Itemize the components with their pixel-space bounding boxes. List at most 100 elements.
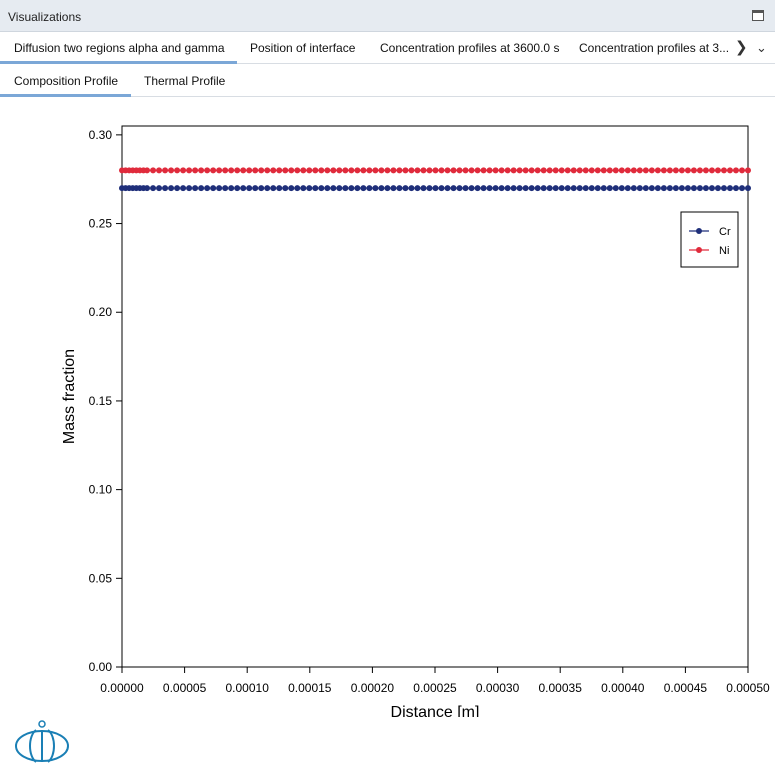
data-point-cr: [294, 185, 301, 192]
data-point-cr: [678, 185, 685, 192]
data-point-ni: [174, 167, 181, 174]
data-point-ni: [606, 167, 613, 174]
x-tick-label: 0.00020: [351, 681, 395, 695]
data-point-ni: [210, 167, 217, 174]
tab-concentration-profiles-3[interactable]: Concentration profiles at 3...: [579, 41, 730, 55]
y-tick-label: 0.00: [89, 660, 113, 674]
x-axis-label: Distance [m]: [391, 704, 480, 717]
x-tick-label: 0.00030: [476, 681, 520, 695]
data-point-cr: [318, 185, 325, 192]
data-point-cr: [258, 185, 265, 192]
data-point-ni: [444, 167, 451, 174]
data-point-cr: [162, 185, 169, 192]
data-point-cr: [144, 185, 151, 192]
data-point-cr: [660, 185, 667, 192]
x-tick-label: 0.00050: [726, 681, 770, 695]
app-logo: [14, 720, 72, 771]
data-point-ni: [384, 167, 391, 174]
data-point-cr: [450, 185, 457, 192]
data-point-cr: [588, 185, 595, 192]
data-point-cr: [738, 185, 745, 192]
data-point-cr: [745, 185, 751, 192]
data-point-ni: [378, 167, 385, 174]
tab-position-of-interface[interactable]: Position of interface: [250, 41, 356, 55]
maximize-icon[interactable]: [752, 10, 764, 21]
data-point-cr: [402, 185, 409, 192]
data-point-ni: [288, 167, 295, 174]
chevron-down-icon[interactable]: ⌄: [756, 40, 767, 55]
data-point-cr: [204, 185, 211, 192]
data-point-cr: [312, 185, 319, 192]
subtab-composition-profile[interactable]: Composition Profile: [14, 74, 119, 88]
data-point-cr: [570, 185, 577, 192]
data-point-cr: [438, 185, 445, 192]
data-point-ni: [498, 167, 505, 174]
data-point-ni: [600, 167, 607, 174]
x-tick-label: 0.00010: [226, 681, 270, 695]
data-point-cr: [222, 185, 229, 192]
data-point-cr: [630, 185, 637, 192]
data-point-cr: [606, 185, 613, 192]
window-titlebar: Visualizations: [0, 0, 775, 32]
data-point-cr: [426, 185, 433, 192]
data-point-cr: [558, 185, 565, 192]
data-point-ni: [450, 167, 457, 174]
x-axis: 0.00000 0.00005 0.00010 0.00015 0.00020 0.000…: [100, 667, 770, 695]
tab-diffusion-two-regions[interactable]: Diffusion two regions alpha and gamma: [14, 41, 225, 55]
data-point-cr: [330, 185, 337, 192]
data-point-ni: [342, 167, 349, 174]
data-point-ni: [516, 167, 523, 174]
data-point-cr: [414, 185, 421, 192]
data-point-ni: [720, 167, 727, 174]
data-point-cr: [576, 185, 583, 192]
data-point-ni: [648, 167, 655, 174]
data-point-cr: [408, 185, 415, 192]
data-point-ni: [534, 167, 541, 174]
data-point-ni: [660, 167, 667, 174]
data-point-cr: [240, 185, 247, 192]
data-point-ni: [366, 167, 373, 174]
data-point-ni: [594, 167, 601, 174]
data-point-cr: [192, 185, 199, 192]
profile-subtabs: Composition Profile Thermal Profile: [0, 64, 775, 97]
data-point-cr: [420, 185, 427, 192]
data-point-cr: [276, 185, 283, 192]
data-point-ni: [588, 167, 595, 174]
data-point-ni: [228, 167, 235, 174]
data-point-ni: [156, 167, 163, 174]
data-point-cr: [714, 185, 721, 192]
chevron-right-icon[interactable]: ❯: [735, 39, 748, 56]
data-point-ni: [192, 167, 199, 174]
x-tick-label: 0.00035: [539, 681, 583, 695]
data-point-cr: [726, 185, 733, 192]
data-point-cr: [252, 185, 259, 192]
x-tick-label: 0.00015: [288, 681, 332, 695]
data-point-ni: [522, 167, 529, 174]
data-point-ni: [168, 167, 175, 174]
data-point-cr: [516, 185, 523, 192]
data-point-cr: [234, 185, 241, 192]
data-point-ni: [432, 167, 439, 174]
data-point-cr: [564, 185, 571, 192]
data-point-cr: [216, 185, 223, 192]
subtab-thermal-profile[interactable]: Thermal Profile: [144, 74, 226, 88]
data-point-ni: [702, 167, 709, 174]
data-point-ni: [180, 167, 187, 174]
tab-concentration-profiles-3600[interactable]: Concentration profiles at 3600.0 s: [380, 41, 560, 55]
data-point-ni: [144, 167, 151, 174]
data-point-ni: [186, 167, 193, 174]
data-point-ni: [684, 167, 691, 174]
data-point-ni: [414, 167, 421, 174]
x-tick-label: 0.00040: [601, 681, 645, 695]
data-point-cr: [612, 185, 619, 192]
data-point-cr: [720, 185, 727, 192]
y-tick-label: 0.25: [89, 217, 113, 231]
data-point-cr: [708, 185, 715, 192]
data-point-ni: [270, 167, 277, 174]
data-point-cr: [348, 185, 355, 192]
data-point-ni: [642, 167, 649, 174]
data-point-cr: [342, 185, 349, 192]
data-point-cr: [156, 185, 163, 192]
x-tick-label: 0.00000: [100, 681, 144, 695]
active-subtab-indicator: [0, 94, 131, 97]
